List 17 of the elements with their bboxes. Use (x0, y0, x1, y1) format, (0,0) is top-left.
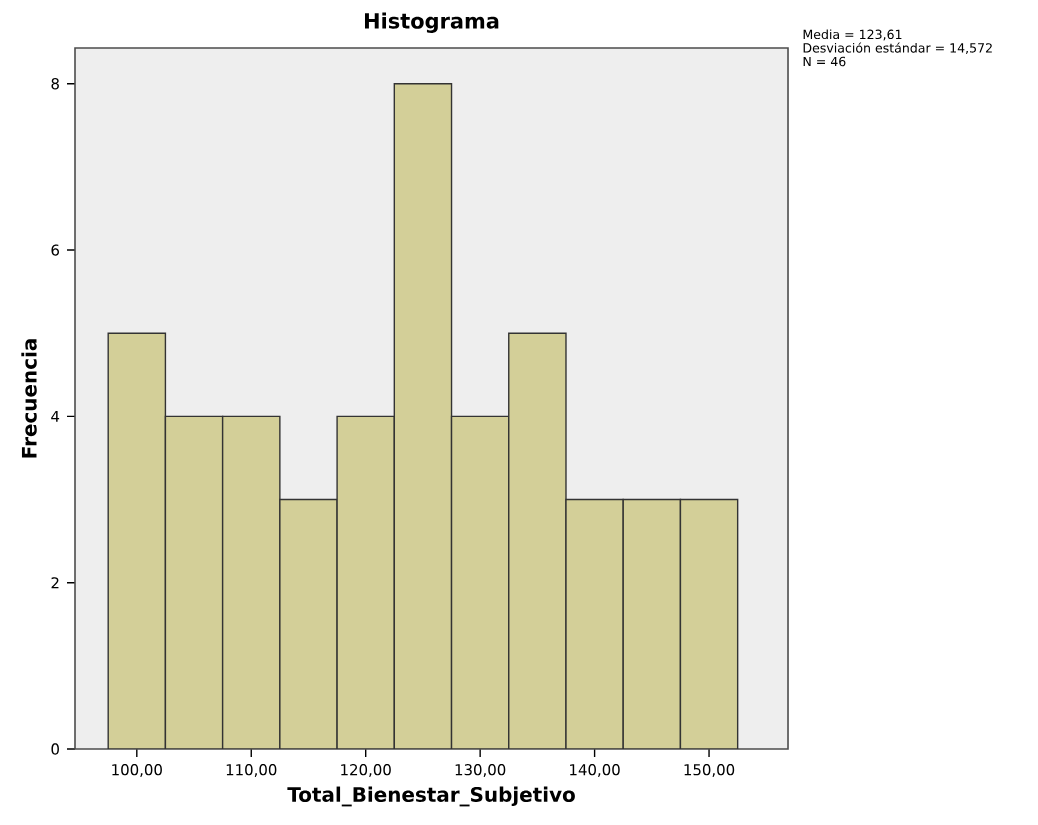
chart-title: Histograma (365, 12, 499, 33)
y-tick-label: 2 (51, 577, 59, 589)
x-tick-label: 140,00 (570, 764, 620, 777)
x-axis-title: Total_Bienestar_Subjetivo (287, 786, 575, 807)
y-tick-label: 8 (51, 78, 59, 90)
x-tick-label: 100,00 (112, 764, 162, 777)
x-tick-label: 110,00 (226, 764, 277, 777)
text: Media = 123,61 (803, 29, 902, 41)
text: Desviación estándar = 14,572 (803, 42, 992, 54)
y-axis-title: Frecuencia (21, 339, 37, 458)
text: N = 46 (803, 56, 846, 67)
y-tick-label: 0 (51, 743, 59, 755)
y-tick-label: 4 (51, 410, 60, 422)
x-tick-label: 130,00 (455, 764, 506, 777)
x-tick-label: 150,00 (684, 764, 735, 777)
x-tick-label: 120,00 (341, 764, 391, 777)
y-tick-label: 6 (51, 244, 60, 256)
